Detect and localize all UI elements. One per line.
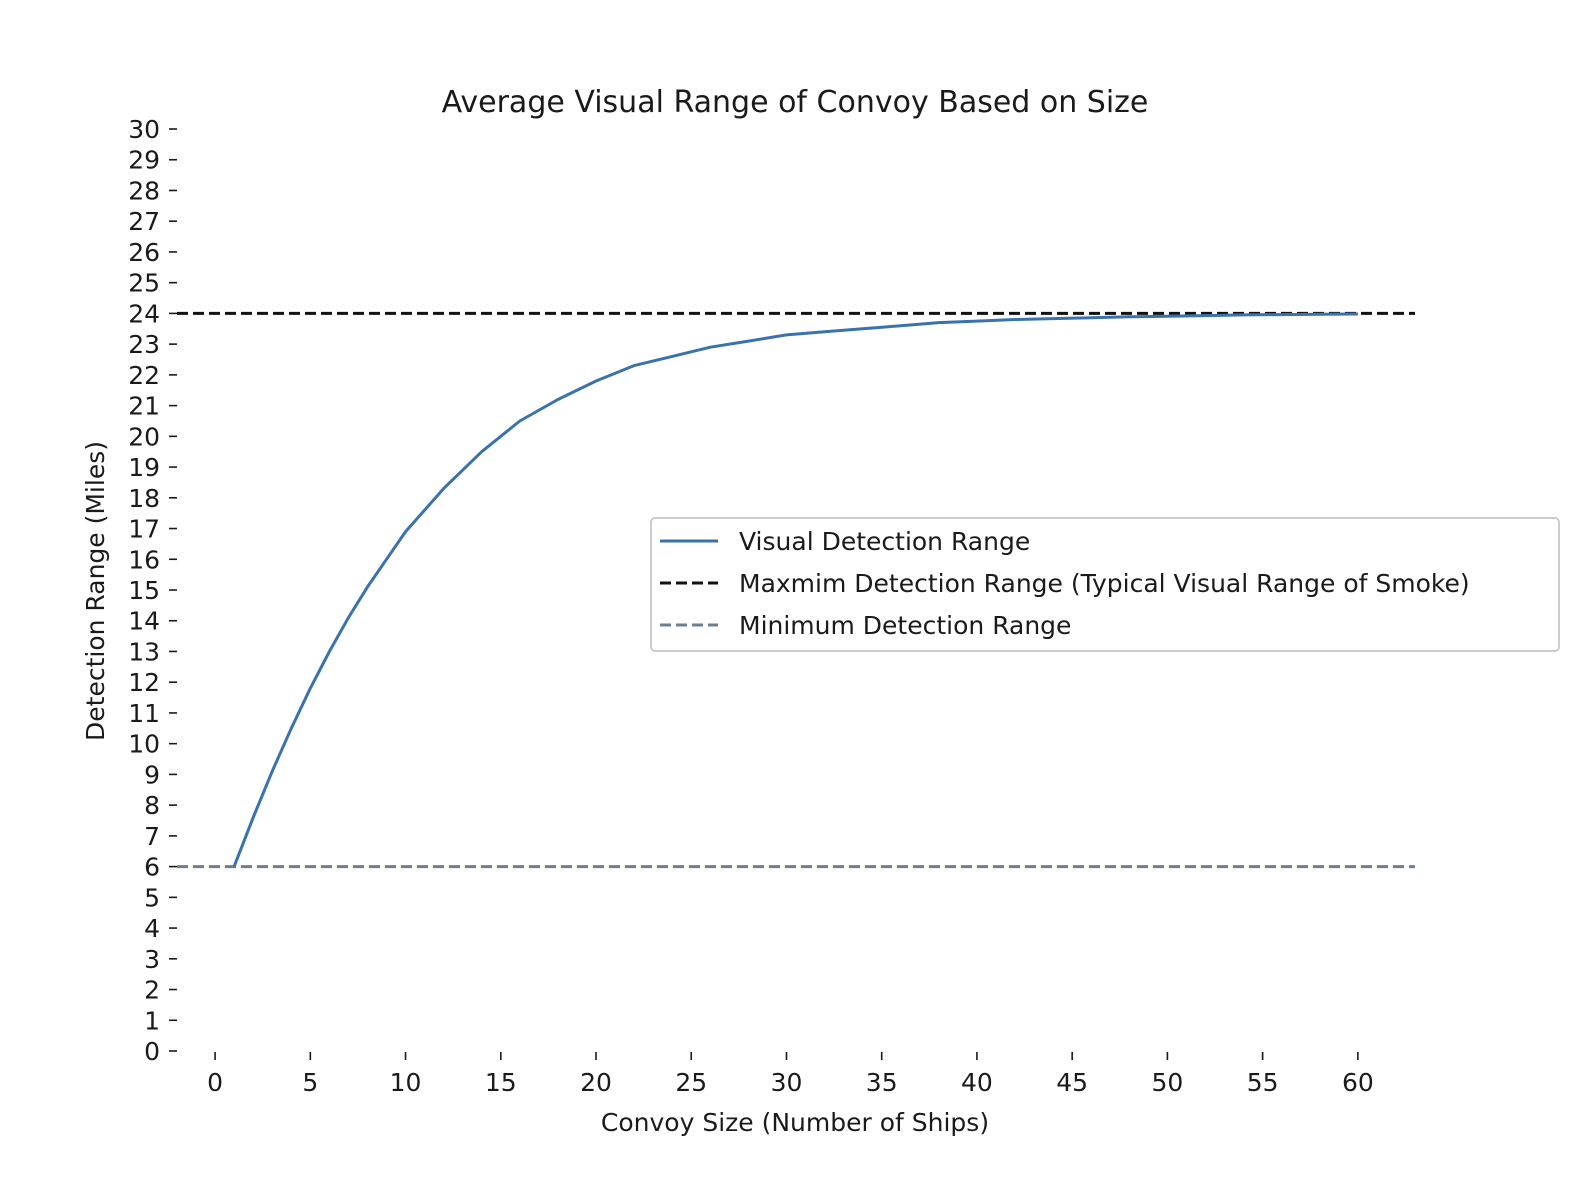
legend-label-0: Visual Detection Range	[739, 527, 1030, 556]
y-tick-label: 23	[128, 330, 160, 359]
y-axis-label: Detection Range (Miles)	[81, 441, 110, 741]
y-tick-label: 12	[128, 668, 160, 697]
x-axis-label: Convoy Size (Number of Ships)	[601, 1108, 989, 1137]
x-axis: 0 5 10 15 20 25 30 35 40 45 50 55 60	[207, 1052, 1374, 1097]
series-line-0	[232, 312, 1358, 868]
y-tick-label: 29	[128, 146, 160, 175]
y-tick-label: 19	[128, 453, 160, 482]
y-tick-label: 1	[144, 1006, 160, 1035]
y-tick-label: 21	[128, 392, 160, 421]
y-tick-label: 22	[128, 361, 160, 390]
y-tick-label: 9	[144, 760, 160, 789]
y-tick-label: 15	[128, 576, 160, 605]
y-tick-label: 20	[128, 422, 160, 451]
y-tick-label: 11	[128, 699, 160, 728]
y-tick-label: 5	[144, 883, 160, 912]
y-tick-label: 0	[144, 1037, 160, 1066]
x-tick-label: 5	[302, 1068, 318, 1097]
x-tick-label: 40	[961, 1068, 993, 1097]
y-tick-label: 30	[128, 115, 160, 144]
x-tick-label: 45	[1056, 1068, 1088, 1097]
y-tick-label: 14	[128, 607, 160, 636]
y-tick-label: 24	[128, 299, 160, 328]
x-tick-label: 20	[580, 1068, 612, 1097]
y-tick-label: 3	[144, 945, 160, 974]
legend-frame	[650, 517, 1560, 652]
y-tick-label: 2	[144, 976, 160, 1005]
x-tick-label: 50	[1151, 1068, 1183, 1097]
y-tick-label: 16	[128, 545, 160, 574]
x-tick-label: 55	[1247, 1068, 1279, 1097]
y-tick-label: 17	[128, 515, 160, 544]
y-tick-label: 4	[144, 914, 160, 943]
plot-area	[177, 311, 1415, 869]
y-tick-label: 25	[128, 269, 160, 298]
legend: Visual Detection Range Maxmim Detection R…	[650, 517, 1560, 652]
y-axis: 0123456789101112131415161718192021222324…	[128, 115, 177, 1066]
x-tick-label: 30	[771, 1068, 803, 1097]
y-tick-label: 8	[144, 791, 160, 820]
legend-label-2: Minimum Detection Range	[739, 611, 1071, 640]
x-tick-label: 35	[866, 1068, 898, 1097]
legend-label-1: Maxmim Detection Range (Typical Visual R…	[739, 569, 1470, 598]
y-tick-label: 10	[128, 730, 160, 759]
y-tick-label: 18	[128, 484, 160, 513]
x-tick-label: 25	[675, 1068, 707, 1097]
y-tick-label: 7	[144, 822, 160, 851]
y-tick-label: 28	[128, 176, 160, 205]
chart-title: Average Visual Range of Convoy Based on …	[442, 85, 1149, 120]
x-tick-label: 15	[485, 1068, 517, 1097]
y-tick-label: 26	[128, 238, 160, 267]
y-tick-label: 13	[128, 637, 160, 666]
y-tick-label: 27	[128, 207, 160, 236]
y-tick-label: 6	[144, 853, 160, 882]
x-tick-label: 60	[1342, 1068, 1374, 1097]
x-tick-label: 10	[390, 1068, 422, 1097]
x-tick-label: 0	[207, 1068, 223, 1097]
